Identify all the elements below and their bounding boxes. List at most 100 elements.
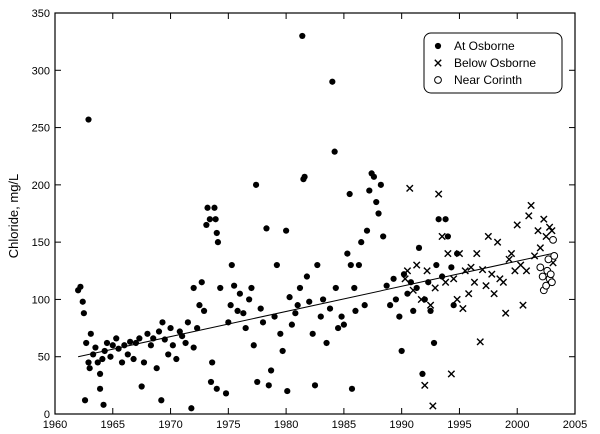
- series-filled-circle: [75, 32, 461, 412]
- data-point: [455, 249, 464, 258]
- data-point: [426, 301, 435, 309]
- data-point: [525, 212, 533, 220]
- data-point: [511, 267, 519, 275]
- data-point: [161, 336, 168, 343]
- data-point: [96, 370, 104, 377]
- data-point: [383, 282, 390, 289]
- data-point: [419, 370, 426, 377]
- data-point: [190, 284, 197, 292]
- data-point: [211, 204, 218, 211]
- data-point: [442, 216, 449, 223]
- data-point: [347, 261, 354, 269]
- data-point: [306, 298, 313, 305]
- y-tick-label: 150: [32, 237, 50, 249]
- data-point: [127, 338, 134, 345]
- data-point: [392, 296, 399, 303]
- data-point: [527, 201, 535, 210]
- data-point: [138, 383, 145, 390]
- x-tick-label: 1985: [332, 419, 356, 431]
- series-open-circle: [536, 235, 559, 295]
- data-point: [277, 330, 284, 337]
- legend-label: Below Osborne: [454, 56, 536, 70]
- data-point: [92, 344, 99, 351]
- data-point: [404, 290, 411, 297]
- data-point: [94, 359, 101, 366]
- data-point: [124, 351, 131, 358]
- data-point: [484, 232, 493, 241]
- data-point: [228, 261, 235, 269]
- data-point: [113, 335, 120, 342]
- data-point: [286, 294, 293, 301]
- data-point: [461, 267, 469, 275]
- data-point: [225, 319, 232, 326]
- data-point: [254, 378, 261, 386]
- data-point: [296, 284, 304, 292]
- data-point: [340, 321, 347, 328]
- data-point: [361, 302, 368, 309]
- data-point: [507, 249, 516, 258]
- trend-line: [78, 253, 552, 358]
- data-point: [190, 344, 197, 351]
- data-point: [415, 244, 423, 251]
- data-point: [351, 284, 358, 292]
- data-point: [309, 330, 316, 337]
- data-point: [464, 290, 473, 298]
- data-point: [536, 244, 545, 252]
- data-point: [473, 249, 481, 258]
- data-point: [99, 355, 106, 363]
- data-point: [83, 339, 90, 347]
- data-point: [288, 321, 295, 328]
- y-tick-label: 350: [32, 8, 50, 20]
- data-point: [176, 328, 183, 335]
- data-point: [279, 347, 286, 355]
- data-point: [222, 390, 230, 397]
- data-point: [435, 216, 442, 223]
- legend-marker: [434, 42, 442, 50]
- data-point: [240, 310, 247, 317]
- data-point: [530, 252, 539, 260]
- data-point: [209, 359, 216, 366]
- data-point: [267, 367, 275, 374]
- data-point: [549, 235, 557, 244]
- data-point: [401, 275, 409, 283]
- data-point: [329, 78, 336, 85]
- data-point: [136, 335, 143, 342]
- data-point: [338, 313, 345, 320]
- data-point: [234, 307, 241, 314]
- data-point: [467, 263, 475, 272]
- data-point: [107, 353, 114, 360]
- data-point: [271, 313, 278, 320]
- data-point: [355, 261, 363, 269]
- data-point: [425, 279, 432, 286]
- data-point: [387, 302, 394, 309]
- data-point: [488, 270, 496, 278]
- data-point: [217, 284, 224, 292]
- data-point: [248, 284, 255, 292]
- data-point: [370, 173, 378, 180]
- data-point: [96, 385, 104, 392]
- legend-label: At Osborne: [454, 39, 515, 53]
- data-point: [213, 385, 220, 392]
- data-point: [159, 319, 166, 326]
- data-point: [444, 249, 452, 258]
- x-tick-label: 2005: [563, 419, 587, 431]
- trend-line-layer: [78, 253, 552, 358]
- data-point: [144, 330, 151, 337]
- data-point: [377, 181, 384, 188]
- data-point: [522, 267, 531, 275]
- data-point: [86, 365, 93, 372]
- data-point: [299, 32, 306, 40]
- legend-box: [423, 32, 563, 94]
- data-point: [366, 187, 373, 194]
- y-tick-label: 0: [44, 409, 50, 421]
- data-point: [85, 116, 92, 123]
- data-point: [407, 279, 415, 286]
- data-point: [263, 225, 270, 232]
- data-point: [453, 295, 461, 304]
- data-point: [476, 338, 484, 346]
- data-point: [227, 302, 234, 309]
- y-axis-title: Chloride, mg/L: [6, 174, 21, 259]
- x-tick-label: 1960: [43, 419, 67, 431]
- data-point: [101, 347, 108, 355]
- data-point: [179, 332, 186, 340]
